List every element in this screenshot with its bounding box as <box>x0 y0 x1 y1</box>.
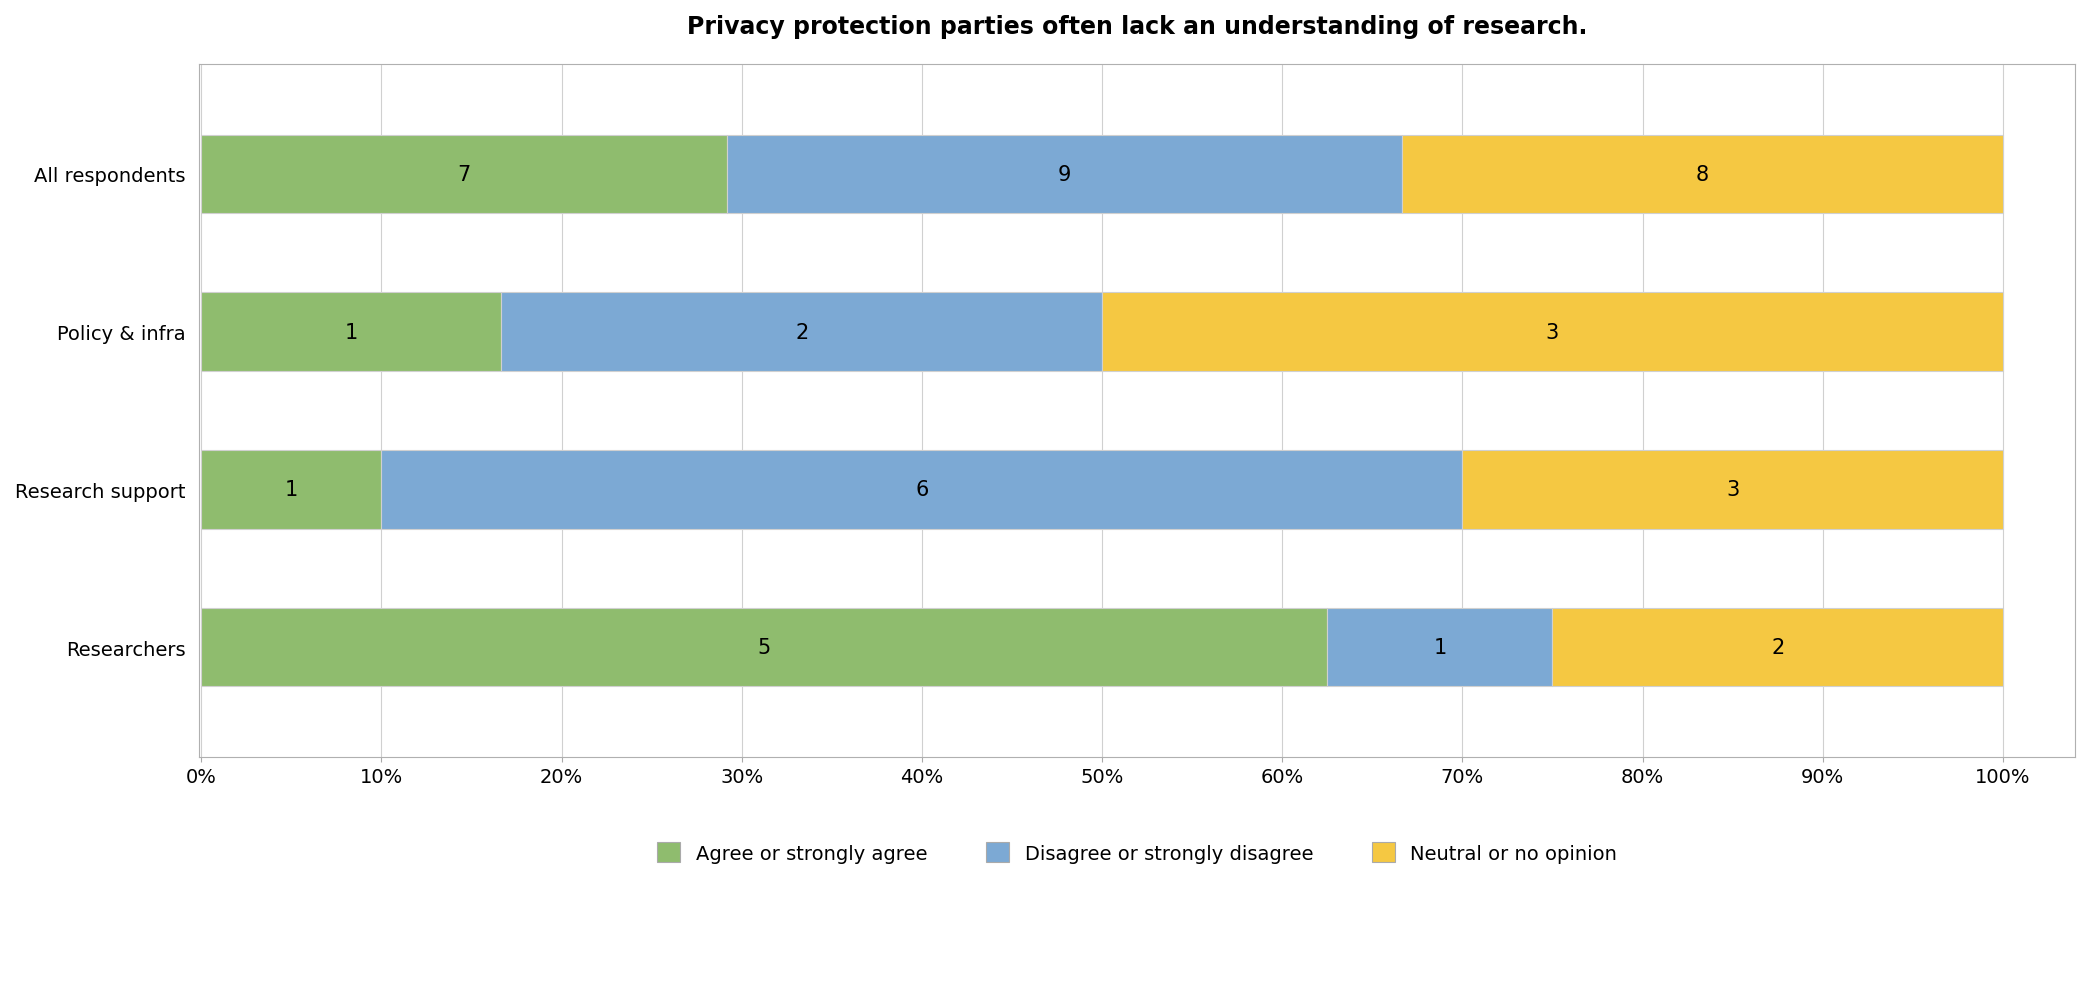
Bar <box>1553 608 2002 686</box>
Bar <box>201 135 727 214</box>
Legend: Agree or strongly agree, Disagree or strongly disagree, Neutral or no opinion: Agree or strongly agree, Disagree or str… <box>648 833 1626 873</box>
Bar <box>201 608 1327 686</box>
Bar <box>1402 135 2002 214</box>
Text: 3: 3 <box>1726 480 1739 500</box>
Text: 1: 1 <box>284 480 299 500</box>
Text: 5: 5 <box>757 637 771 657</box>
Bar <box>1327 608 1553 686</box>
Bar <box>201 293 502 372</box>
Bar <box>502 293 1101 372</box>
Text: 7: 7 <box>458 164 470 184</box>
Text: 1: 1 <box>345 323 357 343</box>
Text: 2: 2 <box>1770 637 1785 657</box>
Bar <box>201 451 380 529</box>
Text: 9: 9 <box>1058 164 1072 184</box>
Bar <box>1463 451 2002 529</box>
Text: 3: 3 <box>1547 323 1559 343</box>
Bar <box>727 135 1402 214</box>
Text: 1: 1 <box>1434 637 1446 657</box>
Text: 2: 2 <box>794 323 809 343</box>
Text: 8: 8 <box>1697 164 1710 184</box>
Bar <box>1101 293 2002 372</box>
Bar <box>380 451 1463 529</box>
Title: Privacy protection parties often lack an understanding of research.: Privacy protection parties often lack an… <box>688 15 1588 39</box>
Text: 6: 6 <box>915 480 928 500</box>
